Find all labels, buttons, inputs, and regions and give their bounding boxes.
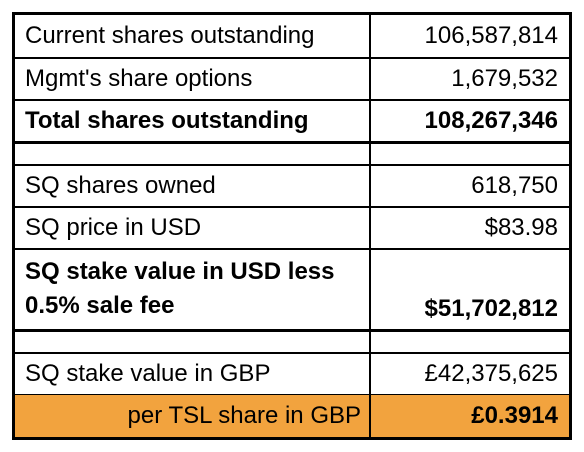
row-divider	[15, 164, 569, 166]
spacer-label-cell	[15, 144, 371, 164]
stake-value-row: SQ stake value in USD less 0.5% sale fee…	[15, 249, 569, 329]
row-value: £42,375,625	[424, 359, 558, 387]
section-divider	[15, 329, 569, 332]
row-divider	[15, 206, 569, 208]
per-share-result-row: per TSL share in GBP £0.3914	[15, 395, 569, 437]
row-label: SQ stake value in USD less 0.5% sale fee	[15, 249, 371, 329]
row-divider	[15, 394, 569, 396]
row-label: SQ price in USD	[15, 207, 371, 248]
table-row: SQ stake value in GBP £42,375,625	[15, 353, 569, 394]
row-value: 1,679,532	[451, 64, 558, 92]
row-label: SQ shares owned	[15, 165, 371, 206]
row-value: $51,702,812	[424, 295, 558, 322]
section-divider	[15, 141, 569, 144]
row-divider	[15, 352, 569, 354]
table-row: Mgmt's share options 1,679,532	[15, 58, 569, 99]
row-value: 618,750	[471, 171, 558, 199]
row-divider	[15, 99, 569, 101]
table-row: SQ price in USD $83.98	[15, 207, 569, 248]
row-label: SQ stake value in GBP	[15, 353, 371, 394]
spacer-label-cell	[15, 332, 371, 352]
table-row: Current shares outstanding 106,587,814	[15, 15, 569, 57]
row-label: Total shares outstanding	[15, 100, 371, 141]
table-row: SQ shares owned 618,750	[15, 165, 569, 206]
row-value: 108,267,346	[424, 106, 558, 134]
row-divider	[15, 248, 569, 250]
spacer-row	[15, 332, 569, 352]
row-value: £0.3914	[471, 402, 558, 429]
row-value: $83.98	[484, 213, 558, 241]
row-divider	[15, 57, 569, 59]
row-value: 106,587,814	[424, 22, 558, 49]
valuation-table: Current shares outstanding 106,587,814 M…	[12, 12, 572, 440]
row-label: Mgmt's share options	[15, 58, 371, 99]
total-row: Total shares outstanding 108,267,346	[15, 100, 569, 141]
row-label: Current shares outstanding	[15, 15, 371, 57]
spacer-row	[15, 144, 569, 164]
row-label: per TSL share in GBP	[15, 395, 371, 437]
